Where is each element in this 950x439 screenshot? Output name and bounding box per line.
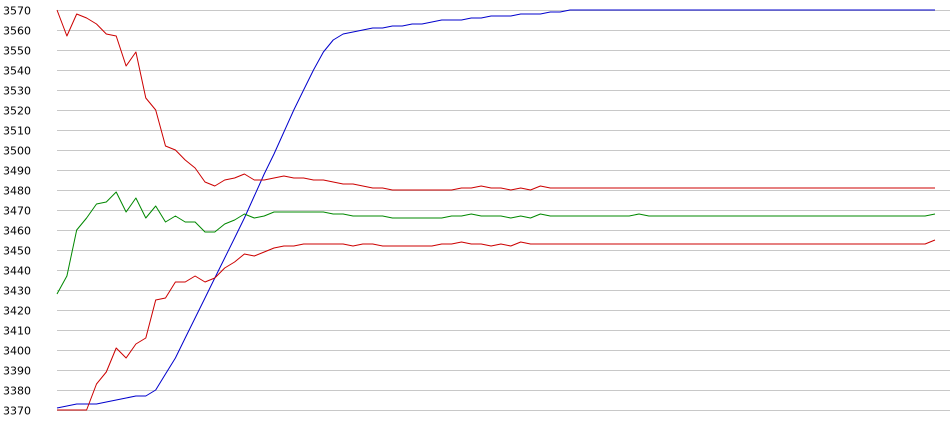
- y-tick-label: 3490: [3, 165, 31, 178]
- y-tick-label: 3560: [3, 25, 31, 38]
- series-line-3: [56, 191, 936, 295]
- y-tick-label: 3420: [3, 305, 31, 318]
- series-line-4: [57, 239, 936, 411]
- y-tick-label: 3450: [3, 245, 31, 258]
- y-tick-label: 3500: [3, 145, 31, 158]
- y-tick-label: 3440: [3, 265, 31, 278]
- y-tick-label: 3380: [3, 385, 31, 398]
- y-tick-label: 3430: [3, 285, 31, 298]
- series-line-2: [56, 9, 935, 191]
- data-series: [56, 9, 936, 411]
- gridlines: [57, 10, 950, 411]
- y-tick-label: 3400: [3, 345, 31, 358]
- y-tick-label: 3470: [3, 205, 31, 218]
- y-tick-label: 3510: [3, 125, 31, 138]
- y-tick-label: 3370: [3, 405, 31, 418]
- y-tick-label: 3410: [3, 325, 31, 338]
- y-tick-label: 3570: [3, 5, 31, 18]
- y-tick-label: 3550: [3, 45, 31, 58]
- y-tick-label: 3540: [3, 65, 31, 78]
- y-axis-tick-labels: 3370 3380 3390 3400 3410 3420 3430 3440 3450 3460…: [3, 5, 31, 418]
- y-tick-label: 3390: [3, 365, 31, 378]
- y-tick-label: 3460: [3, 225, 31, 238]
- series-line-1: [56, 9, 935, 409]
- y-tick-label: 3520: [3, 105, 31, 118]
- y-tick-label: 3530: [3, 85, 31, 98]
- y-tick-label: 3480: [3, 185, 31, 198]
